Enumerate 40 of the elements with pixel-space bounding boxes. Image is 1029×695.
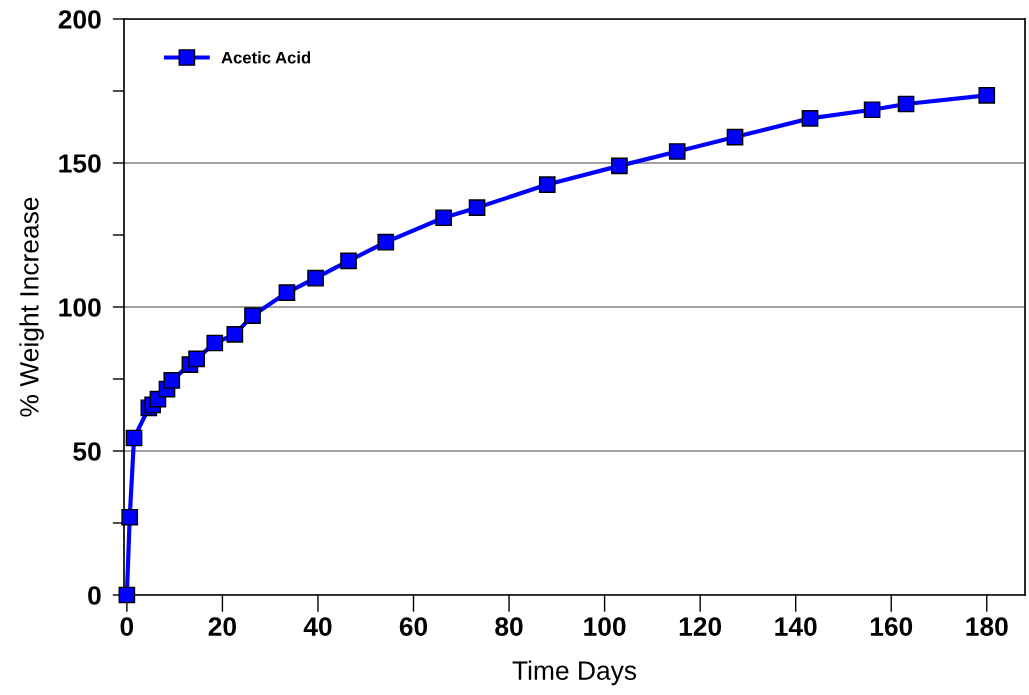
x-tick-label: 160 <box>870 617 913 636</box>
point <box>278 284 296 301</box>
point <box>863 101 881 119</box>
point <box>978 86 996 104</box>
point <box>340 252 357 270</box>
legend-label: Acetic Acid <box>221 51 311 64</box>
point <box>125 429 143 447</box>
point <box>121 508 139 526</box>
point <box>307 269 324 287</box>
y-tick-label: 0 <box>88 586 101 605</box>
y-tick-label: 200 <box>58 10 101 29</box>
point <box>611 157 628 175</box>
point <box>801 110 819 127</box>
point <box>244 307 261 324</box>
point <box>538 176 556 193</box>
point <box>163 372 181 389</box>
y-tick-label: 50 <box>73 442 101 461</box>
x-tick-label: 40 <box>303 617 332 636</box>
point <box>468 199 486 216</box>
y-tick-label: 150 <box>59 154 101 173</box>
point <box>226 326 244 343</box>
x-tick-label: 20 <box>208 617 237 636</box>
x-tick-label: 100 <box>584 617 626 636</box>
point <box>668 143 686 160</box>
point <box>897 95 915 113</box>
y-tick-label: 100 <box>59 298 101 317</box>
y-axis-title: % Weight Increase <box>19 197 44 417</box>
point <box>726 128 744 146</box>
x-tick-label: 60 <box>399 617 428 636</box>
point <box>377 233 395 251</box>
point <box>435 209 452 227</box>
x-tick-label: 120 <box>679 617 722 636</box>
x-tick-label: 180 <box>966 617 1008 636</box>
point <box>188 350 205 368</box>
x-axis-title: Time Days <box>512 660 637 686</box>
point <box>118 586 136 604</box>
x-tick-label: 140 <box>775 617 817 636</box>
x-tick-label: 0 <box>120 617 134 636</box>
point <box>206 334 224 352</box>
x-tick-label: 80 <box>495 617 523 636</box>
